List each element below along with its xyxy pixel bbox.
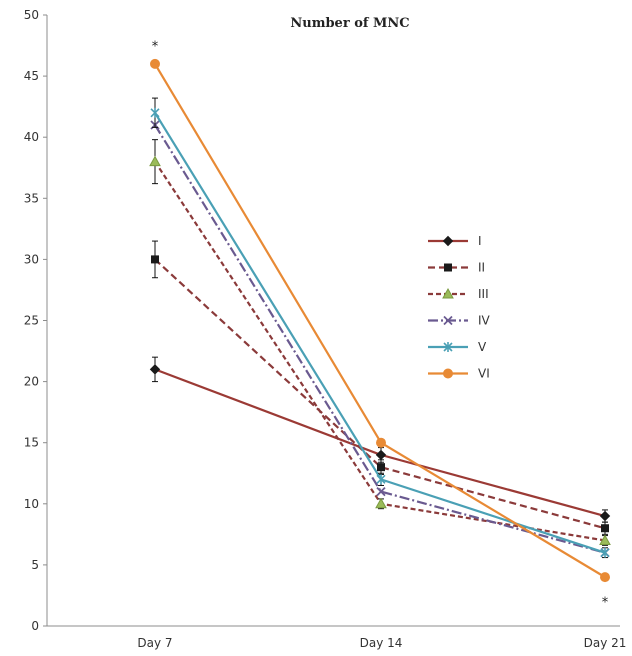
x-tick-label: Day 7 — [137, 636, 172, 650]
legend-item: II — [428, 261, 485, 275]
series-iii — [150, 140, 610, 546]
y-tick-label: 40 — [24, 130, 39, 144]
legend-label: V — [478, 340, 487, 354]
y-tick-label: 20 — [24, 375, 39, 389]
y-tick-label: 0 — [31, 619, 39, 633]
data-point — [151, 255, 159, 263]
legend-label: IV — [478, 314, 491, 328]
series-iv — [151, 121, 609, 557]
legend-label: III — [478, 287, 489, 301]
series-line — [155, 162, 605, 541]
data-point — [601, 512, 610, 521]
data-point — [601, 573, 610, 582]
legend-label: I — [478, 234, 482, 248]
series-line — [155, 125, 605, 553]
data-point — [151, 365, 160, 374]
data-point — [151, 59, 160, 68]
significance-marker: * — [152, 40, 159, 55]
y-tick-label: 10 — [24, 497, 39, 511]
data-point — [376, 499, 386, 508]
legend-item: I — [428, 234, 482, 248]
y-tick-label: 45 — [24, 69, 39, 83]
data-point — [377, 450, 386, 459]
y-tick-label: 35 — [24, 191, 39, 205]
y-tick-label: 5 — [31, 558, 39, 572]
x-tick-label: Day 21 — [584, 636, 627, 650]
chart-title: Number of MNC — [290, 16, 409, 31]
legend-item: III — [428, 287, 489, 301]
legend-label: II — [478, 261, 485, 275]
legend-item: VI — [428, 367, 490, 381]
data-point — [377, 463, 385, 471]
data-point — [601, 524, 609, 532]
legend-swatch-marker — [444, 237, 453, 246]
data-point — [150, 157, 160, 166]
legend-label: VI — [478, 367, 490, 381]
data-point — [151, 108, 159, 118]
y-tick-label: 30 — [24, 252, 39, 266]
legend-item: V — [428, 340, 487, 354]
y-tick-label: 15 — [24, 436, 39, 450]
data-point — [377, 438, 386, 447]
y-tick-label: 50 — [24, 8, 39, 22]
legend-item: IV — [428, 314, 491, 328]
y-tick-label: 25 — [24, 314, 39, 328]
x-tick-label: Day 14 — [360, 636, 403, 650]
legend-swatch-marker — [444, 369, 453, 378]
significance-marker: * — [602, 596, 609, 611]
legend-swatch-marker — [444, 264, 452, 272]
